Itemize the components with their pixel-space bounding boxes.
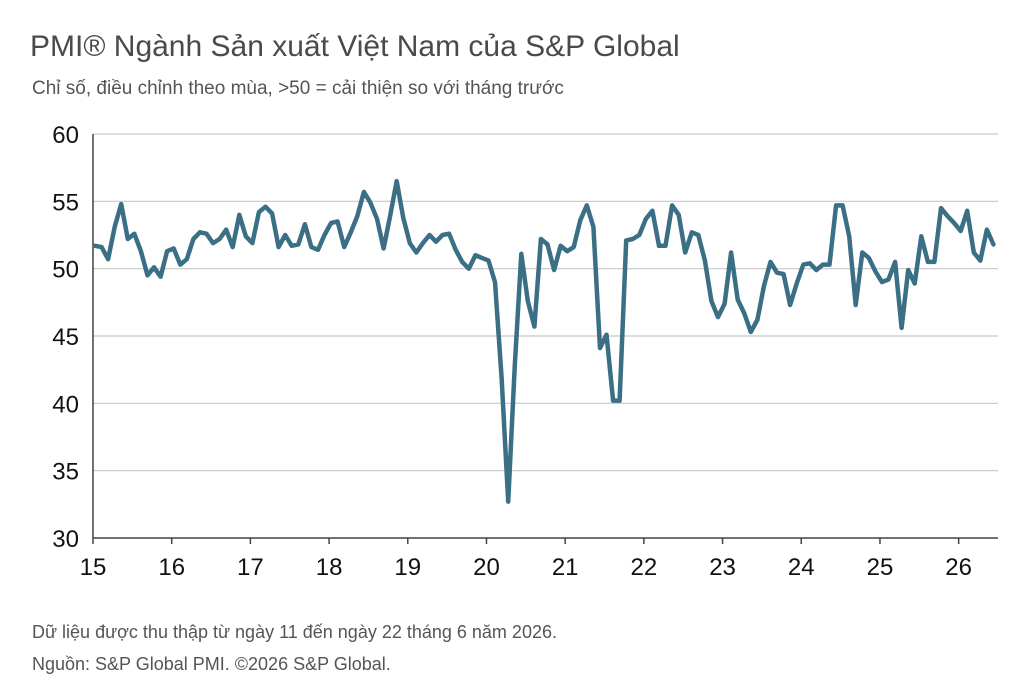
footer-source: Nguồn: S&P Global PMI. ©2026 S&P Global.	[32, 654, 391, 674]
x-tick-label: 21	[552, 554, 579, 581]
x-tick-label: 19	[394, 554, 421, 581]
y-tick-label: 40	[52, 391, 79, 418]
x-tick-label: 20	[473, 554, 500, 581]
y-tick-label: 55	[52, 189, 79, 216]
pmi-line-chart: 30 35 40 45 50 55 60 15 16 17 18 19 20 21 22 23 24 25 26	[52, 122, 998, 581]
x-tick-label: 23	[709, 554, 736, 581]
y-tick-label: 30	[52, 526, 79, 553]
x-tick-label: 16	[158, 554, 185, 581]
y-tick-label: 35	[52, 459, 79, 486]
x-tick-label: 26	[945, 554, 972, 581]
x-tick-label: 24	[788, 554, 815, 581]
grid-layer	[93, 133, 998, 472]
x-tick-label: 17	[237, 554, 264, 581]
y-tick-label: 45	[52, 324, 79, 351]
y-tick-label: 60	[52, 122, 79, 149]
footer-note: Dữ liệu được thu thập từ ngày 11 đến ngà…	[32, 622, 557, 642]
axis-layer: 30 35 40 45 50 55 60 15 16 17 18 19 20 21 22 23 24 25 26	[52, 122, 998, 581]
y-tick-label: 50	[52, 257, 79, 284]
series-layer	[92, 178, 996, 504]
x-tick-label: 15	[80, 554, 107, 581]
chart-subtitle: Chỉ số, điều chỉnh theo mùa, >50 = cải t…	[32, 78, 564, 99]
x-tick-label: 25	[867, 554, 894, 581]
pmi-series-line	[92, 178, 996, 504]
x-tick-label: 18	[316, 554, 343, 581]
chart-title: PMI® Ngành Sản xuất Việt Nam của S&P Glo…	[30, 30, 680, 63]
x-tick-label: 22	[631, 554, 658, 581]
